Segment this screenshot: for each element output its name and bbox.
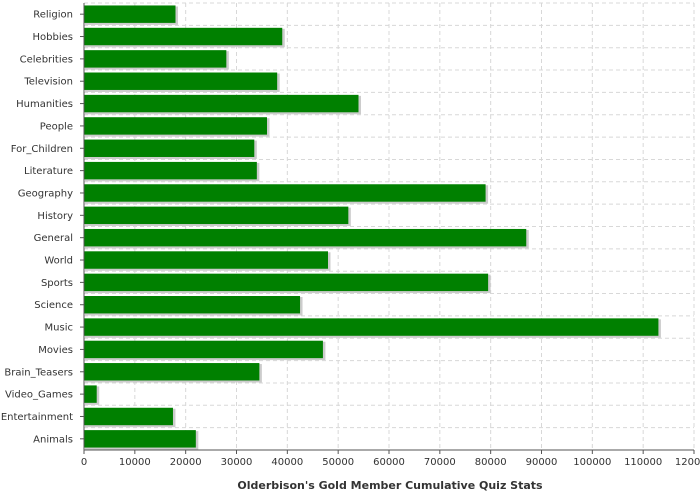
bar bbox=[84, 72, 278, 90]
x-tick-label: 90000 bbox=[526, 457, 558, 468]
category-label: For_Children bbox=[11, 144, 73, 155]
category-label: Movies bbox=[38, 345, 73, 356]
bar bbox=[84, 251, 328, 269]
bar bbox=[84, 206, 349, 225]
x-tick-label: 110000 bbox=[624, 457, 662, 468]
category-label: Humanities bbox=[16, 99, 73, 110]
x-axis-title: Olderbison's Gold Member Cumulative Quiz… bbox=[237, 479, 543, 492]
x-tick-label: 60000 bbox=[373, 457, 405, 468]
grid-lines bbox=[84, 2, 695, 451]
bar bbox=[84, 407, 173, 426]
x-tick-label: 30000 bbox=[221, 457, 253, 468]
x-tick-label: 40000 bbox=[271, 457, 303, 468]
category-label: Animals bbox=[33, 434, 73, 445]
bar bbox=[84, 363, 260, 381]
x-tick-label: 50000 bbox=[322, 457, 354, 468]
category-label: Entertainment bbox=[1, 412, 73, 423]
bar bbox=[84, 184, 486, 202]
bar bbox=[84, 161, 257, 180]
x-tick-label: 70000 bbox=[424, 457, 456, 468]
category-labels: Religion Hobbies Celebrities Television Huma… bbox=[1, 10, 73, 446]
bar bbox=[84, 228, 527, 247]
category-label: Sports bbox=[41, 278, 73, 289]
bar bbox=[84, 318, 659, 336]
axes bbox=[80, 3, 695, 454]
bar bbox=[84, 296, 301, 314]
bars bbox=[84, 5, 661, 450]
category-label: Television bbox=[23, 77, 73, 88]
category-label: General bbox=[34, 233, 73, 244]
category-label: Celebrities bbox=[20, 54, 73, 65]
bar bbox=[84, 5, 176, 23]
x-tick-label: 80000 bbox=[475, 457, 507, 468]
category-label: World bbox=[44, 256, 73, 267]
category-label: Geography bbox=[18, 188, 73, 199]
category-label: History bbox=[37, 211, 73, 222]
category-label: Religion bbox=[33, 10, 73, 21]
x-tick-label: 20000 bbox=[170, 457, 202, 468]
bar bbox=[84, 430, 196, 448]
bar bbox=[84, 139, 255, 157]
bar bbox=[84, 117, 267, 135]
bar bbox=[84, 50, 227, 68]
bar bbox=[84, 340, 323, 359]
category-label: Brain_Teasers bbox=[4, 367, 73, 378]
bar bbox=[84, 27, 283, 46]
x-tick-label: 0 bbox=[81, 457, 87, 468]
category-label: Hobbies bbox=[33, 32, 73, 43]
x-tick-label: 120000 bbox=[675, 457, 700, 468]
category-label: Music bbox=[45, 323, 73, 334]
category-label: People bbox=[40, 121, 73, 132]
bar bbox=[84, 94, 359, 113]
x-tick-label: 10000 bbox=[119, 457, 151, 468]
x-tick-labels: 0 10000 20000 30000 40000 50000 60000 70000 8000… bbox=[81, 457, 700, 468]
x-tick-label: 100000 bbox=[573, 457, 611, 468]
bar bbox=[84, 273, 489, 292]
bar bbox=[84, 385, 97, 403]
category-label: Science bbox=[34, 300, 73, 311]
category-label: Video_Games bbox=[5, 390, 73, 401]
category-label: Literature bbox=[24, 166, 73, 177]
